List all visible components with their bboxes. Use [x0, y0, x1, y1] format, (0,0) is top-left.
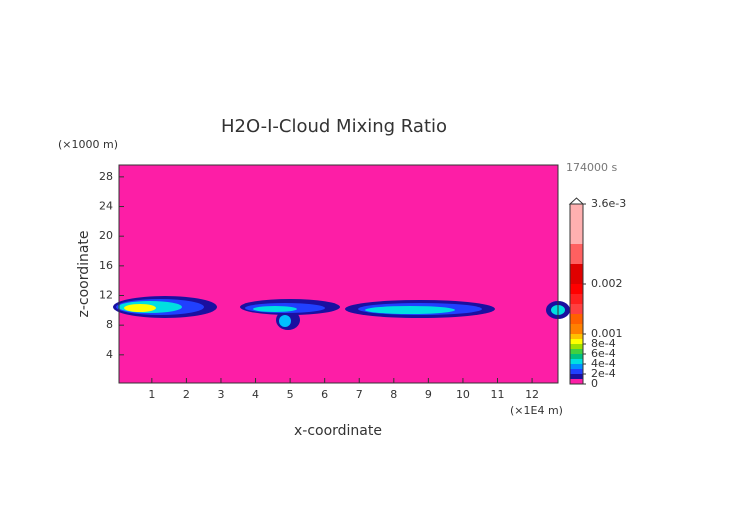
- colorbar-extend: [568, 197, 585, 205]
- x-tick-label: 1: [148, 388, 155, 401]
- colorbar-band: [570, 284, 583, 294]
- cloud: [124, 304, 156, 312]
- colorbar-band: [570, 379, 583, 384]
- x-tick-label: 9: [425, 388, 432, 401]
- plot-area: [119, 165, 558, 383]
- cloud: [279, 315, 291, 327]
- plot-frame: [118, 164, 559, 384]
- colorbar-band: [570, 339, 583, 344]
- colorbar-band: [570, 294, 583, 304]
- x-tick-label: 6: [321, 388, 328, 401]
- y-axis-label: z-coordinate: [76, 230, 92, 317]
- x-tick-label: 8: [390, 388, 397, 401]
- colorbar-tick-label: 2e-4: [591, 367, 616, 380]
- colorbar-band: [570, 264, 583, 284]
- colorbar-tick-label: 6e-4: [591, 347, 616, 360]
- x-tick-label: 12: [525, 388, 539, 401]
- colorbar-tick-label: 0.001: [591, 327, 623, 340]
- colorbar-tick-label: 3.6e-3: [591, 197, 626, 210]
- x-tick-label: 7: [356, 388, 363, 401]
- colorbar-tick-label: 8e-4: [591, 337, 616, 350]
- y-tick-label: 28: [99, 170, 113, 183]
- chart-title: H2O-I-Cloud Mixing Ratio: [221, 116, 447, 137]
- colorbar-band: [570, 364, 583, 369]
- x-axis-label: x-coordinate: [294, 423, 382, 439]
- colorbar-band: [570, 349, 583, 354]
- colorbar-band: [570, 369, 583, 374]
- x-tick-label: 10: [456, 388, 470, 401]
- y-tick-label: 16: [99, 259, 113, 272]
- x-tick-label: 5: [287, 388, 294, 401]
- colorbar-band: [570, 354, 583, 359]
- cloud: [253, 306, 297, 312]
- colorbar-frame: [569, 203, 584, 385]
- y-tick-label: 12: [99, 289, 113, 302]
- cloud: [365, 306, 455, 314]
- y-tick-label: 4: [106, 348, 113, 361]
- y-tick-label: 20: [99, 229, 113, 242]
- colorbar-band: [570, 334, 583, 339]
- y-tick-label: 8: [106, 318, 113, 331]
- cloud-field: [113, 296, 570, 330]
- y-unit: (×1000 m): [58, 138, 118, 151]
- colorbar-band: [570, 314, 583, 324]
- y-tick-label: 24: [99, 200, 113, 213]
- colorbar-band: [570, 359, 583, 364]
- x-tick-label: 3: [217, 388, 224, 401]
- colorbar-band: [570, 374, 583, 379]
- x-tick-label: 4: [252, 388, 259, 401]
- x-unit: (×1E4 m): [510, 404, 563, 417]
- colorbar-band: [570, 244, 583, 264]
- colorbar-band: [570, 304, 583, 314]
- x-tick-label: 11: [491, 388, 505, 401]
- colorbar-band: [570, 344, 583, 349]
- colorbar-band: [570, 204, 583, 244]
- colorbar-tick-label: 4e-4: [591, 357, 616, 370]
- colorbar-tick-label: 0: [591, 377, 598, 390]
- x-tick-label: 2: [183, 388, 190, 401]
- colorbar-band: [570, 324, 583, 334]
- colorbar-tick-label: 0.002: [591, 277, 623, 290]
- time-label: 174000 s: [566, 161, 617, 174]
